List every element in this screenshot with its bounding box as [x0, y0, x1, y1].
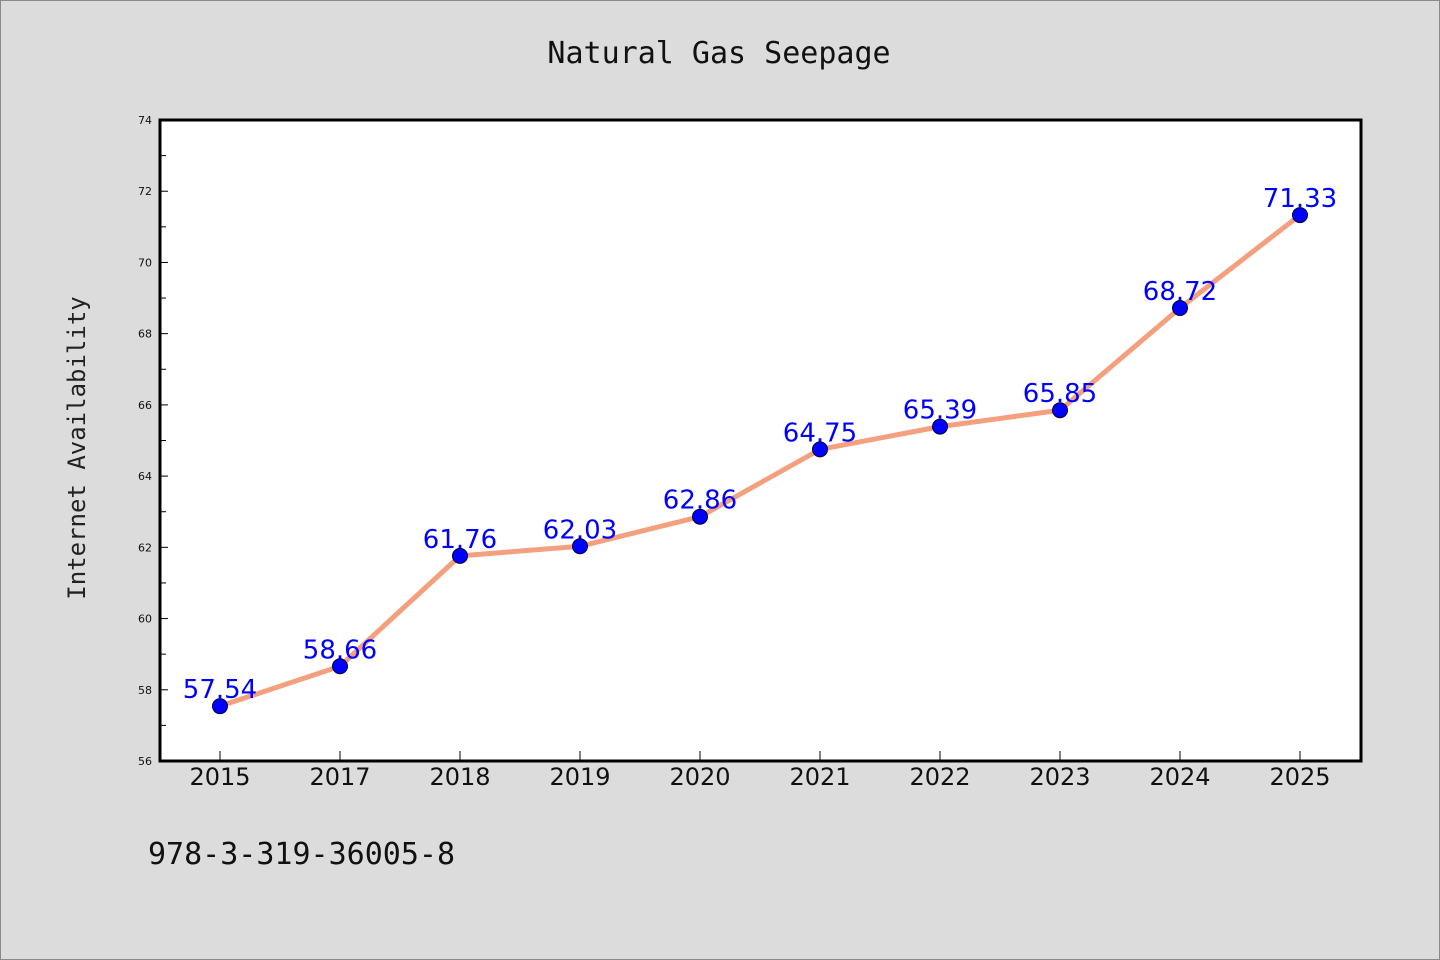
series-line [219, 213, 1302, 709]
x-axis: 2015 2017 2018 2019 2020 2021 2022 2023 2024 2025 [189, 751, 1331, 791]
data-value-label: 58.66 [303, 635, 377, 665]
data-value-label: 65.85 [1023, 379, 1097, 409]
data-point-marker [452, 547, 468, 564]
y-tick-label: 74 [138, 114, 152, 127]
x-tick-label: 2018 [429, 763, 490, 791]
y-axis-label: Internet Availability [63, 296, 91, 599]
y-tick-label: 68 [138, 328, 152, 341]
y-tick-label: 64 [138, 470, 152, 483]
data-value-label: 62.86 [663, 486, 737, 516]
data-point-marker [1292, 207, 1308, 224]
x-tick-label: 2017 [309, 763, 370, 791]
series-polyline [219, 213, 1302, 709]
data-point-marker [812, 441, 828, 458]
x-tick-label: 2015 [189, 763, 250, 791]
x-tick-label: 2023 [1029, 763, 1090, 791]
x-tick-label: 2024 [1149, 763, 1210, 791]
plot-area [158, 118, 1363, 763]
data-value-label: 71.33 [1263, 184, 1337, 214]
data-point-marker [692, 508, 708, 525]
y-tick-label: 60 [138, 613, 152, 626]
x-tick-label: 2019 [549, 763, 610, 791]
x-tick-label: 2025 [1269, 763, 1330, 791]
data-labels: 57.54 58.66 61.76 62.03 62.86 64.75 65.39 65.85… [183, 184, 1337, 705]
data-value-label: 65.39 [903, 396, 977, 426]
data-point-marker [212, 698, 228, 715]
x-tick-label: 2020 [669, 763, 730, 791]
y-axis: 56 58 60 62 64 66 68 70 72 74 [138, 114, 168, 768]
data-point-marker [332, 658, 348, 675]
series-markers [212, 207, 1308, 715]
data-point-marker [932, 418, 948, 435]
data-value-label: 62.03 [543, 515, 617, 545]
x-tick-label: 2022 [909, 763, 970, 791]
data-value-label: 61.76 [423, 525, 497, 555]
y-tick-label: 66 [138, 399, 152, 412]
data-value-label: 64.75 [783, 418, 857, 448]
x-tick-label: 2021 [789, 763, 850, 791]
y-tick-label: 72 [138, 185, 152, 198]
data-point-marker [1172, 300, 1188, 317]
data-value-label: 68.72 [1143, 277, 1217, 307]
chart-title: Natural Gas Seepage [547, 36, 890, 71]
y-tick-label: 70 [138, 256, 152, 269]
y-tick-label: 58 [138, 684, 152, 697]
data-point-marker [1052, 402, 1068, 419]
footnote-isbn: 978-3-319-36005-8 [148, 837, 455, 872]
data-point-marker [572, 538, 588, 555]
y-tick-label: 56 [138, 755, 152, 768]
y-tick-label: 62 [138, 541, 152, 554]
data-value-label: 57.54 [183, 675, 257, 705]
